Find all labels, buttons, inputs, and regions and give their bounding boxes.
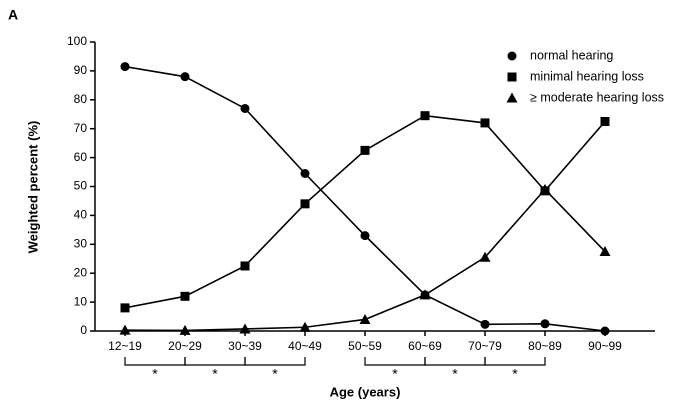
point	[360, 145, 370, 155]
x-tick-label: 50~59	[348, 339, 382, 353]
point	[180, 291, 190, 301]
point	[299, 321, 311, 332]
y-tick-label: 50	[74, 179, 88, 193]
significance-bracket	[244, 357, 306, 366]
y-axis-label: Weighted percent (%)	[25, 121, 40, 254]
significance-bracket	[124, 357, 186, 366]
significance-bracket	[484, 357, 546, 366]
legend-label: minimal hearing loss	[530, 69, 644, 83]
panel-label: A	[8, 7, 18, 23]
legend-marker	[506, 92, 518, 103]
significance-star: *	[452, 366, 458, 382]
series-line	[124, 114, 606, 309]
significance-star: *	[152, 366, 158, 382]
point	[480, 319, 490, 329]
legend-label: ≥ moderate hearing loss	[530, 90, 664, 104]
x-tick-label: 90~99	[588, 339, 622, 353]
significance-star: *	[272, 366, 278, 382]
x-tick-label: 30~39	[228, 339, 262, 353]
significance-star: *	[392, 366, 398, 382]
point	[180, 72, 190, 82]
point	[419, 289, 431, 300]
significance-star: *	[212, 366, 218, 382]
y-tick-label: 10	[74, 294, 88, 308]
x-tick-label: 40~49	[288, 339, 322, 353]
y-tick-label: 100	[67, 34, 87, 48]
point	[300, 199, 310, 209]
x-tick-label: 20~29	[168, 339, 202, 353]
significance-star: *	[512, 366, 518, 382]
y-tick-label: 40	[74, 208, 88, 222]
significance-bracket	[424, 357, 486, 366]
point	[360, 231, 370, 241]
y-tick-label: 70	[74, 121, 88, 135]
significance-bracket	[364, 357, 426, 366]
point	[119, 324, 131, 335]
point	[600, 326, 610, 336]
x-tick-label: 60~69	[408, 339, 442, 353]
x-tick-label: 12~19	[108, 339, 142, 353]
point	[600, 116, 610, 126]
point	[420, 111, 430, 121]
y-tick-label: 90	[74, 63, 88, 77]
y-tick-label: 80	[74, 92, 88, 106]
x-tick-label: 70~79	[468, 339, 502, 353]
y-tick-label: 0	[80, 323, 87, 337]
series-line	[124, 65, 606, 332]
y-tick-label: 20	[74, 265, 88, 279]
point	[239, 323, 251, 334]
legend-marker	[507, 72, 517, 82]
point	[120, 303, 130, 313]
point	[479, 251, 491, 262]
point	[540, 319, 550, 329]
significance-bracket	[184, 357, 246, 366]
x-axis-label: Age (years)	[330, 384, 401, 399]
y-tick-label: 60	[74, 150, 88, 164]
x-tick-label: 80~89	[528, 339, 562, 353]
point	[240, 103, 250, 113]
legend-marker	[507, 51, 517, 61]
point	[539, 183, 551, 194]
point	[179, 324, 191, 335]
legend-label: normal hearing	[530, 48, 613, 62]
point	[480, 118, 490, 128]
point	[300, 168, 310, 178]
y-tick-label: 30	[74, 236, 88, 250]
point	[599, 246, 611, 257]
point	[120, 62, 130, 72]
series-line	[124, 188, 606, 332]
point	[359, 313, 371, 324]
point	[240, 261, 250, 271]
